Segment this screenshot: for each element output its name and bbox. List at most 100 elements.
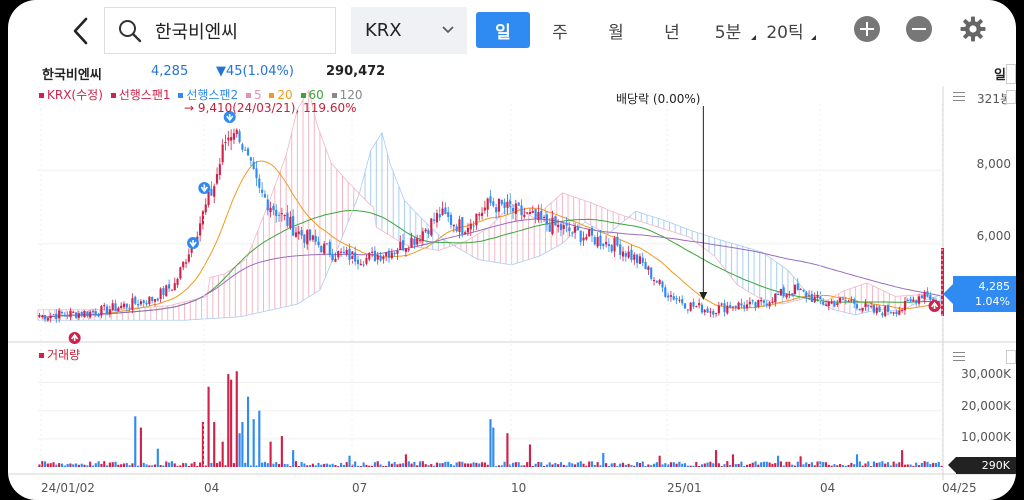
volume-bar [452, 465, 455, 467]
price-panel-handle[interactable] [1006, 90, 1016, 104]
candle-body [210, 188, 213, 196]
candle-body [187, 254, 190, 262]
volume-bar [585, 465, 588, 467]
candle-body [182, 261, 185, 268]
candle-body [720, 303, 723, 305]
tab-monthly[interactable]: 월 [608, 22, 624, 43]
candle-body [218, 164, 221, 175]
candle-body [263, 194, 267, 198]
candle-body [452, 224, 455, 227]
candle-body [455, 226, 458, 232]
candle-body [754, 302, 757, 308]
candle-body [576, 226, 579, 231]
price-panel-menu-icon[interactable] [953, 92, 965, 102]
stock-search-input[interactable]: 한국비엔씨 [104, 7, 336, 54]
volume-bar [238, 433, 241, 467]
volume-bar [277, 464, 281, 467]
sell-signal-icon-arrow [189, 240, 197, 248]
candle-body [644, 261, 647, 270]
volume-bar [263, 461, 267, 467]
zoom-out-button[interactable] [906, 16, 932, 42]
candle-body [89, 311, 92, 318]
volume-bar [610, 463, 613, 467]
tab-5min[interactable]: 5분 [706, 12, 756, 48]
panel-scroll-handle[interactable] [1006, 64, 1016, 84]
tab-daily[interactable]: 일 [476, 12, 530, 48]
volume-bar [311, 463, 314, 467]
volume-bar [855, 454, 859, 467]
candle-body [892, 312, 895, 314]
candle-body [489, 196, 492, 203]
candle-body [613, 237, 616, 252]
legend-ma60[interactable]: 60 [300, 88, 324, 102]
volume-bar [458, 461, 461, 467]
tab-weekly[interactable]: 주 [552, 22, 568, 43]
volume-bar [66, 463, 69, 467]
legend-ma5[interactable]: 5 [245, 88, 262, 102]
price-chart[interactable]: 321봉 8,000 6,000 30,000K 20,000K 10,000K 24/01… [8, 0, 1016, 500]
volume-bar [72, 464, 75, 467]
candle-body [765, 303, 768, 306]
candle-body [97, 314, 100, 317]
tab-20tick[interactable]: 20틱 [760, 12, 816, 48]
volume-bar [844, 465, 847, 467]
volume-bar [638, 463, 641, 467]
candle-body [266, 199, 269, 211]
legend-span1[interactable]: 선행스팬1 [110, 88, 171, 102]
top-toolbar: 한국비엔씨 KRX 일 주 월 년 5분 20틱 [8, 0, 1016, 60]
volume-panel-menu-icon[interactable] [953, 352, 965, 362]
candle-body [700, 304, 704, 313]
legend-span2[interactable]: 선행스팬2 [178, 88, 238, 102]
volume-bar [703, 463, 706, 467]
market-select[interactable]: KRX [351, 7, 467, 54]
volume-bar [576, 462, 579, 467]
date-tick-label: 07 [352, 481, 367, 495]
volume-panel-handle[interactable] [1006, 350, 1016, 364]
volume-bar [207, 386, 210, 467]
gear-icon[interactable] [959, 15, 987, 43]
buy-signal-icon-arrow [71, 333, 79, 341]
volume-bar [125, 463, 128, 467]
candle-body [94, 311, 97, 316]
volume-bar [624, 464, 627, 467]
volume-bar [103, 461, 106, 467]
volume-bar [204, 465, 207, 467]
candle-body [58, 310, 61, 319]
candle-body [303, 234, 306, 243]
stock-name: 한국비엔씨 [42, 68, 102, 83]
candle-body [328, 241, 331, 255]
volume-legend[interactable]: 거래량 [39, 346, 80, 363]
candle-body [221, 144, 224, 163]
volume-bar [337, 466, 340, 467]
volume-bar [709, 461, 712, 467]
volume-bar [306, 465, 309, 467]
volume-bar [438, 463, 441, 467]
volume-bar [596, 462, 599, 467]
volume-bar [323, 463, 326, 467]
current-price-tag: 4,285 1.04% [943, 276, 1016, 312]
candle-body [314, 235, 317, 242]
legend-ma120[interactable]: 120 [331, 88, 363, 102]
volume-bar [325, 463, 329, 467]
tab-yearly[interactable]: 년 [664, 22, 680, 43]
candle-body [616, 236, 619, 246]
candle-body [159, 288, 162, 300]
candle-body [153, 299, 157, 302]
candle-body [833, 301, 836, 307]
zoom-in-button[interactable] [854, 16, 880, 42]
legend-ma20[interactable]: 20 [269, 88, 293, 102]
volume-bar [523, 465, 526, 467]
candle-body [672, 296, 675, 300]
candle-body [667, 295, 670, 298]
volume-bar [444, 461, 447, 467]
back-icon[interactable] [66, 14, 96, 48]
candle-body [345, 250, 348, 254]
volume-bar [506, 433, 509, 467]
candle-body [435, 213, 439, 223]
volume-bar [190, 463, 193, 467]
candle-body [526, 212, 529, 214]
volume-bar [111, 462, 114, 467]
legend-price[interactable]: KRX(수정) [39, 88, 103, 102]
candle-body [867, 304, 870, 307]
candle-body [292, 216, 295, 236]
